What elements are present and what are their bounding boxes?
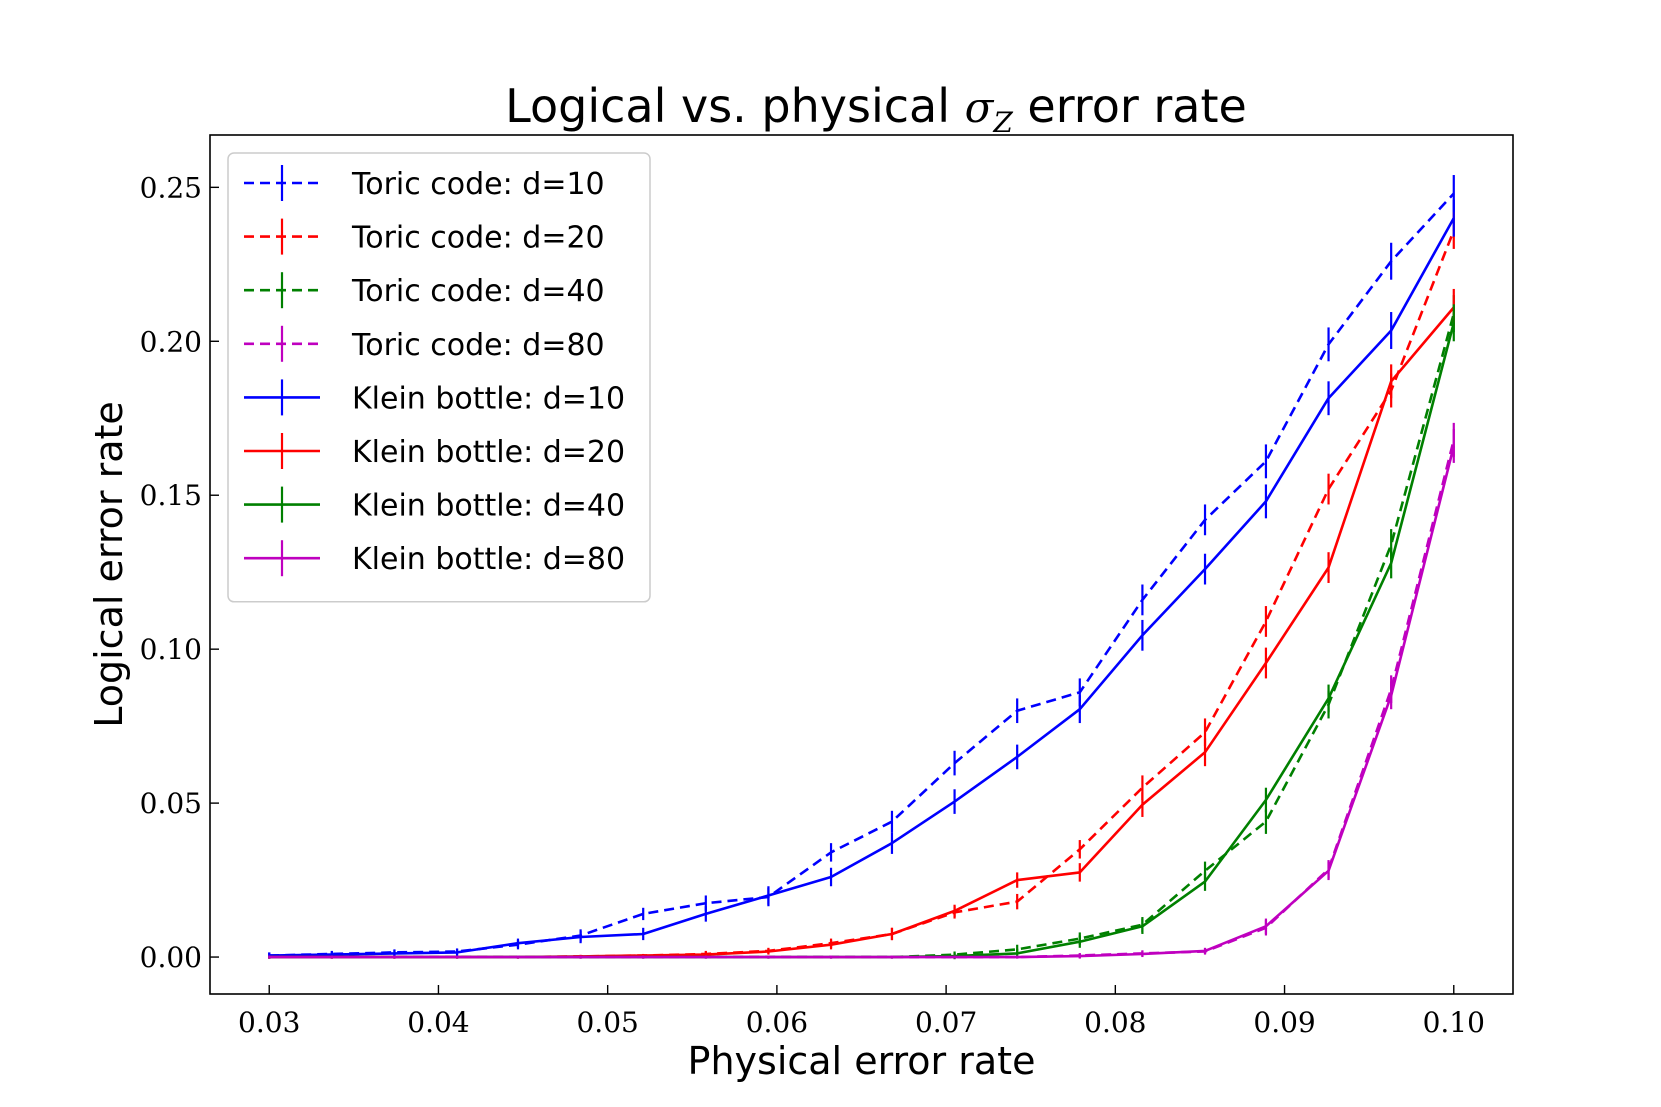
- series-7: [268, 429, 1456, 959]
- series-line: [269, 217, 1455, 957]
- chart-title: Logical vs. physical σZ error rate: [505, 79, 1247, 139]
- plot-frame: [209, 134, 1514, 995]
- plot-area: [268, 175, 1456, 960]
- x-tick-label: 0.04: [407, 1006, 469, 1039]
- y-tick-label: 0.05: [140, 787, 202, 820]
- y-axis-ticks: 0.00 0.05 0.10 0.15 0.20 0.25: [140, 171, 219, 974]
- legend-label: Toric code: d=20: [351, 221, 605, 256]
- legend-entry: Klein bottle: d=10: [244, 379, 625, 416]
- x-axis-label: Physical error rate: [688, 1039, 1036, 1083]
- legend-entry: Toric code: d=20: [244, 218, 605, 256]
- chart-title-suffix: error rate: [1013, 79, 1247, 133]
- x-tick-label: 0.09: [1253, 1006, 1315, 1039]
- legend-entry: Toric code: d=40: [244, 272, 605, 309]
- x-axis-ticks: 0.03 0.04 0.05 0.06 0.07 0.08 0.09 0.10: [238, 985, 1485, 1039]
- x-tick-label: 0.05: [576, 1006, 638, 1039]
- legend-box: [227, 152, 651, 603]
- legend-entry: Klein bottle: d=40: [244, 486, 625, 524]
- y-tick-label: 0.25: [140, 171, 202, 204]
- legend-entry: Toric code: d=80: [244, 325, 605, 363]
- y-tick-label: 0.15: [140, 479, 202, 512]
- legend-label: Klein bottle: d=80: [352, 542, 625, 577]
- x-tick-label: 0.03: [238, 1006, 300, 1039]
- x-tick-label: 0.10: [1423, 1006, 1485, 1039]
- legend-label: Klein bottle: d=20: [352, 435, 625, 470]
- y-tick-label: 0.10: [140, 633, 202, 666]
- series-line: [269, 445, 1456, 959]
- legend-label: Toric code: d=40: [351, 274, 605, 309]
- y-tick-label: 0.00: [140, 941, 202, 974]
- x-tick-label: 0.06: [746, 1006, 808, 1039]
- legend-label: Toric code: d=10: [351, 167, 605, 202]
- legend-label: Klein bottle: d=40: [352, 489, 625, 524]
- chart-title-prefix: Logical vs. physical: [505, 79, 964, 133]
- legend-label: Toric code: d=80: [351, 328, 605, 363]
- chart-title-symbol: σ: [965, 83, 995, 132]
- legend-label: Klein bottle: d=10: [352, 381, 625, 416]
- legend-entry: Klein bottle: d=20: [244, 433, 625, 470]
- y-axis-label: Logical error rate: [87, 401, 131, 728]
- x-tick-label: 0.07: [915, 1006, 977, 1039]
- y-tick-label: 0.20: [140, 325, 202, 358]
- legend: Toric code: d=10 Toric code: d=20 Toric co…: [227, 152, 651, 603]
- legend-entry: Toric code: d=10: [244, 165, 605, 202]
- legend-entry: Klein bottle: d=80: [244, 540, 625, 577]
- chart-title-subscript: Z: [992, 106, 1013, 139]
- x-tick-label: 0.08: [1084, 1006, 1146, 1039]
- series-4: [268, 199, 1455, 959]
